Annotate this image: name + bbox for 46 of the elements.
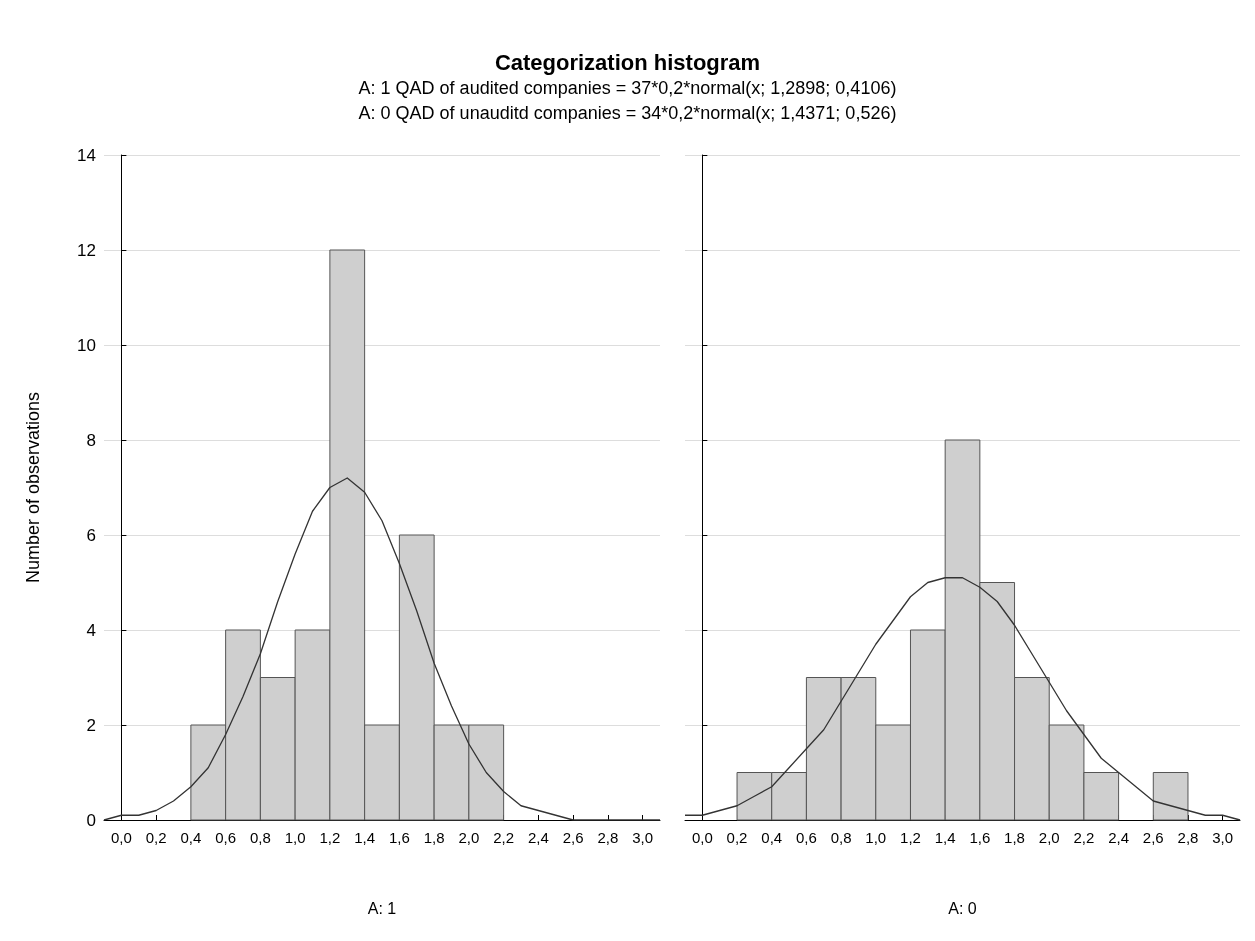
y-tick-label: 4 [86, 620, 96, 640]
x-tick-label: 2,8 [1177, 829, 1199, 846]
x-tick-label: 2,6 [562, 829, 584, 846]
x-tick-label: 0,8 [249, 829, 271, 846]
x-tick-label: 2,4 [527, 829, 549, 846]
y-tick-label: 14 [77, 145, 96, 165]
x-tick-label: 0,8 [830, 829, 852, 846]
x-tick-label: 1,4 [354, 829, 376, 846]
y-tick-label: 2 [86, 715, 96, 735]
x-tick-label: 1,0 [865, 829, 887, 846]
x-tick-label: 3,0 [1212, 829, 1234, 846]
x-tick-label: 1,2 [900, 829, 921, 846]
x-tick-label: 0,4 [180, 829, 202, 846]
x-tick-label: 0,4 [761, 829, 783, 846]
x-tick-label: 1,2 [319, 829, 341, 846]
x-tick-label: 1,6 [388, 829, 410, 846]
x-axis-title: A: 1 [367, 899, 397, 917]
y-tick-label: 6 [86, 525, 96, 545]
x-tick-label: 2,8 [597, 829, 619, 846]
x-tick-label: 0,2 [145, 829, 167, 846]
y-axis-title: Number of observations [23, 391, 43, 584]
x-tick-label: 0,2 [726, 829, 748, 846]
x-tick-label: 3,0 [632, 829, 654, 846]
x-tick-label: 1,8 [1004, 829, 1025, 846]
y-tick-label: 10 [77, 335, 96, 355]
x-tick-label: 1,8 [423, 829, 445, 846]
chart-title: Categorization histogram [493, 50, 762, 76]
chart-subtitle: A: 1 QAD of audited companies = 37*0,2*normal(x; 1,2898; 0,4106) A: 0 QAD of unauditd companies = 34*0,2*normal(x; 1,4371; 0,526) [357, 77, 898, 125]
x-tick-label: 0,0 [691, 829, 713, 846]
x-tick-label: 0,0 [110, 829, 132, 846]
x-tick-label: 2,0 [458, 829, 480, 846]
x-tick-label: 1,0 [284, 829, 306, 846]
x-tick-label: 1,6 [969, 829, 991, 846]
x-tick-label: 2,4 [1108, 829, 1130, 846]
y-tick-label: 8 [86, 430, 96, 450]
line-series [103, 477, 661, 821]
x-tick-label: 2,2 [1073, 829, 1095, 846]
x-tick-label: 0,6 [215, 829, 237, 846]
y-tick-label: 0 [86, 810, 96, 830]
x-tick-label: 2,6 [1142, 829, 1164, 846]
x-tick-label: 1,4 [934, 829, 956, 846]
x-tick-label: 2,0 [1038, 829, 1060, 846]
x-tick-label: 0,6 [795, 829, 817, 846]
y-tick-label: 12 [77, 240, 96, 260]
x-axis-title: A: 0 [948, 899, 977, 917]
x-tick-label: 2,2 [493, 829, 515, 846]
